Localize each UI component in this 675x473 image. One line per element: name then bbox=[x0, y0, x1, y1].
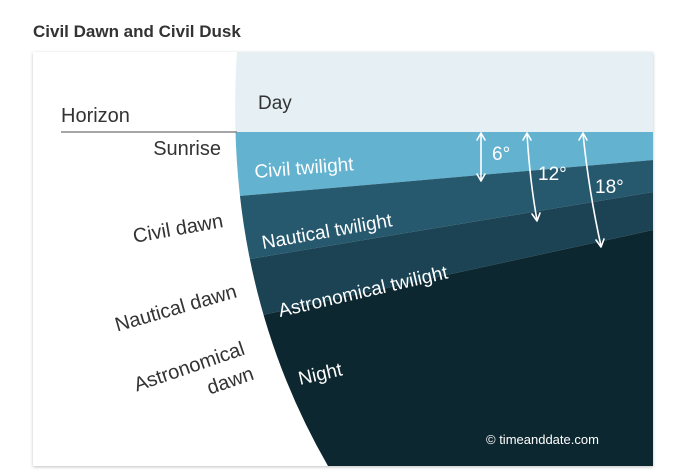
diagram-svg: Horizon Sunrise Civil dawn Nautical dawn… bbox=[61, 52, 653, 466]
civil-twilight-band bbox=[235, 132, 653, 214]
day-label: Day bbox=[258, 93, 292, 114]
astronomical-angle-arrow bbox=[578, 132, 605, 248]
astronomical-angle-label: 18° bbox=[595, 177, 624, 198]
day-band bbox=[235, 52, 653, 132]
civil-angle-label: 6° bbox=[492, 144, 510, 165]
civil-angle-arrow bbox=[476, 132, 486, 182]
civil-dawn-label: Civil dawn bbox=[131, 210, 225, 247]
credit-text: © timeanddate.com bbox=[486, 432, 599, 447]
nautical-angle-arrow bbox=[522, 132, 541, 222]
civil-dawn-dusk-diagram: Horizon Sunrise Civil dawn Nautical dawn… bbox=[33, 52, 653, 466]
page-title: Civil Dawn and Civil Dusk bbox=[33, 22, 241, 41]
nautical-twilight-band bbox=[235, 160, 653, 295]
nautical-dawn-label: Nautical dawn bbox=[113, 281, 240, 337]
horizon-label: Horizon bbox=[61, 105, 130, 127]
nautical-angle-label: 12° bbox=[538, 164, 567, 185]
sky-bands bbox=[235, 52, 653, 466]
night-band bbox=[235, 230, 653, 466]
sunrise-label: Sunrise bbox=[153, 138, 221, 160]
astronomical-twilight-band bbox=[235, 192, 653, 365]
